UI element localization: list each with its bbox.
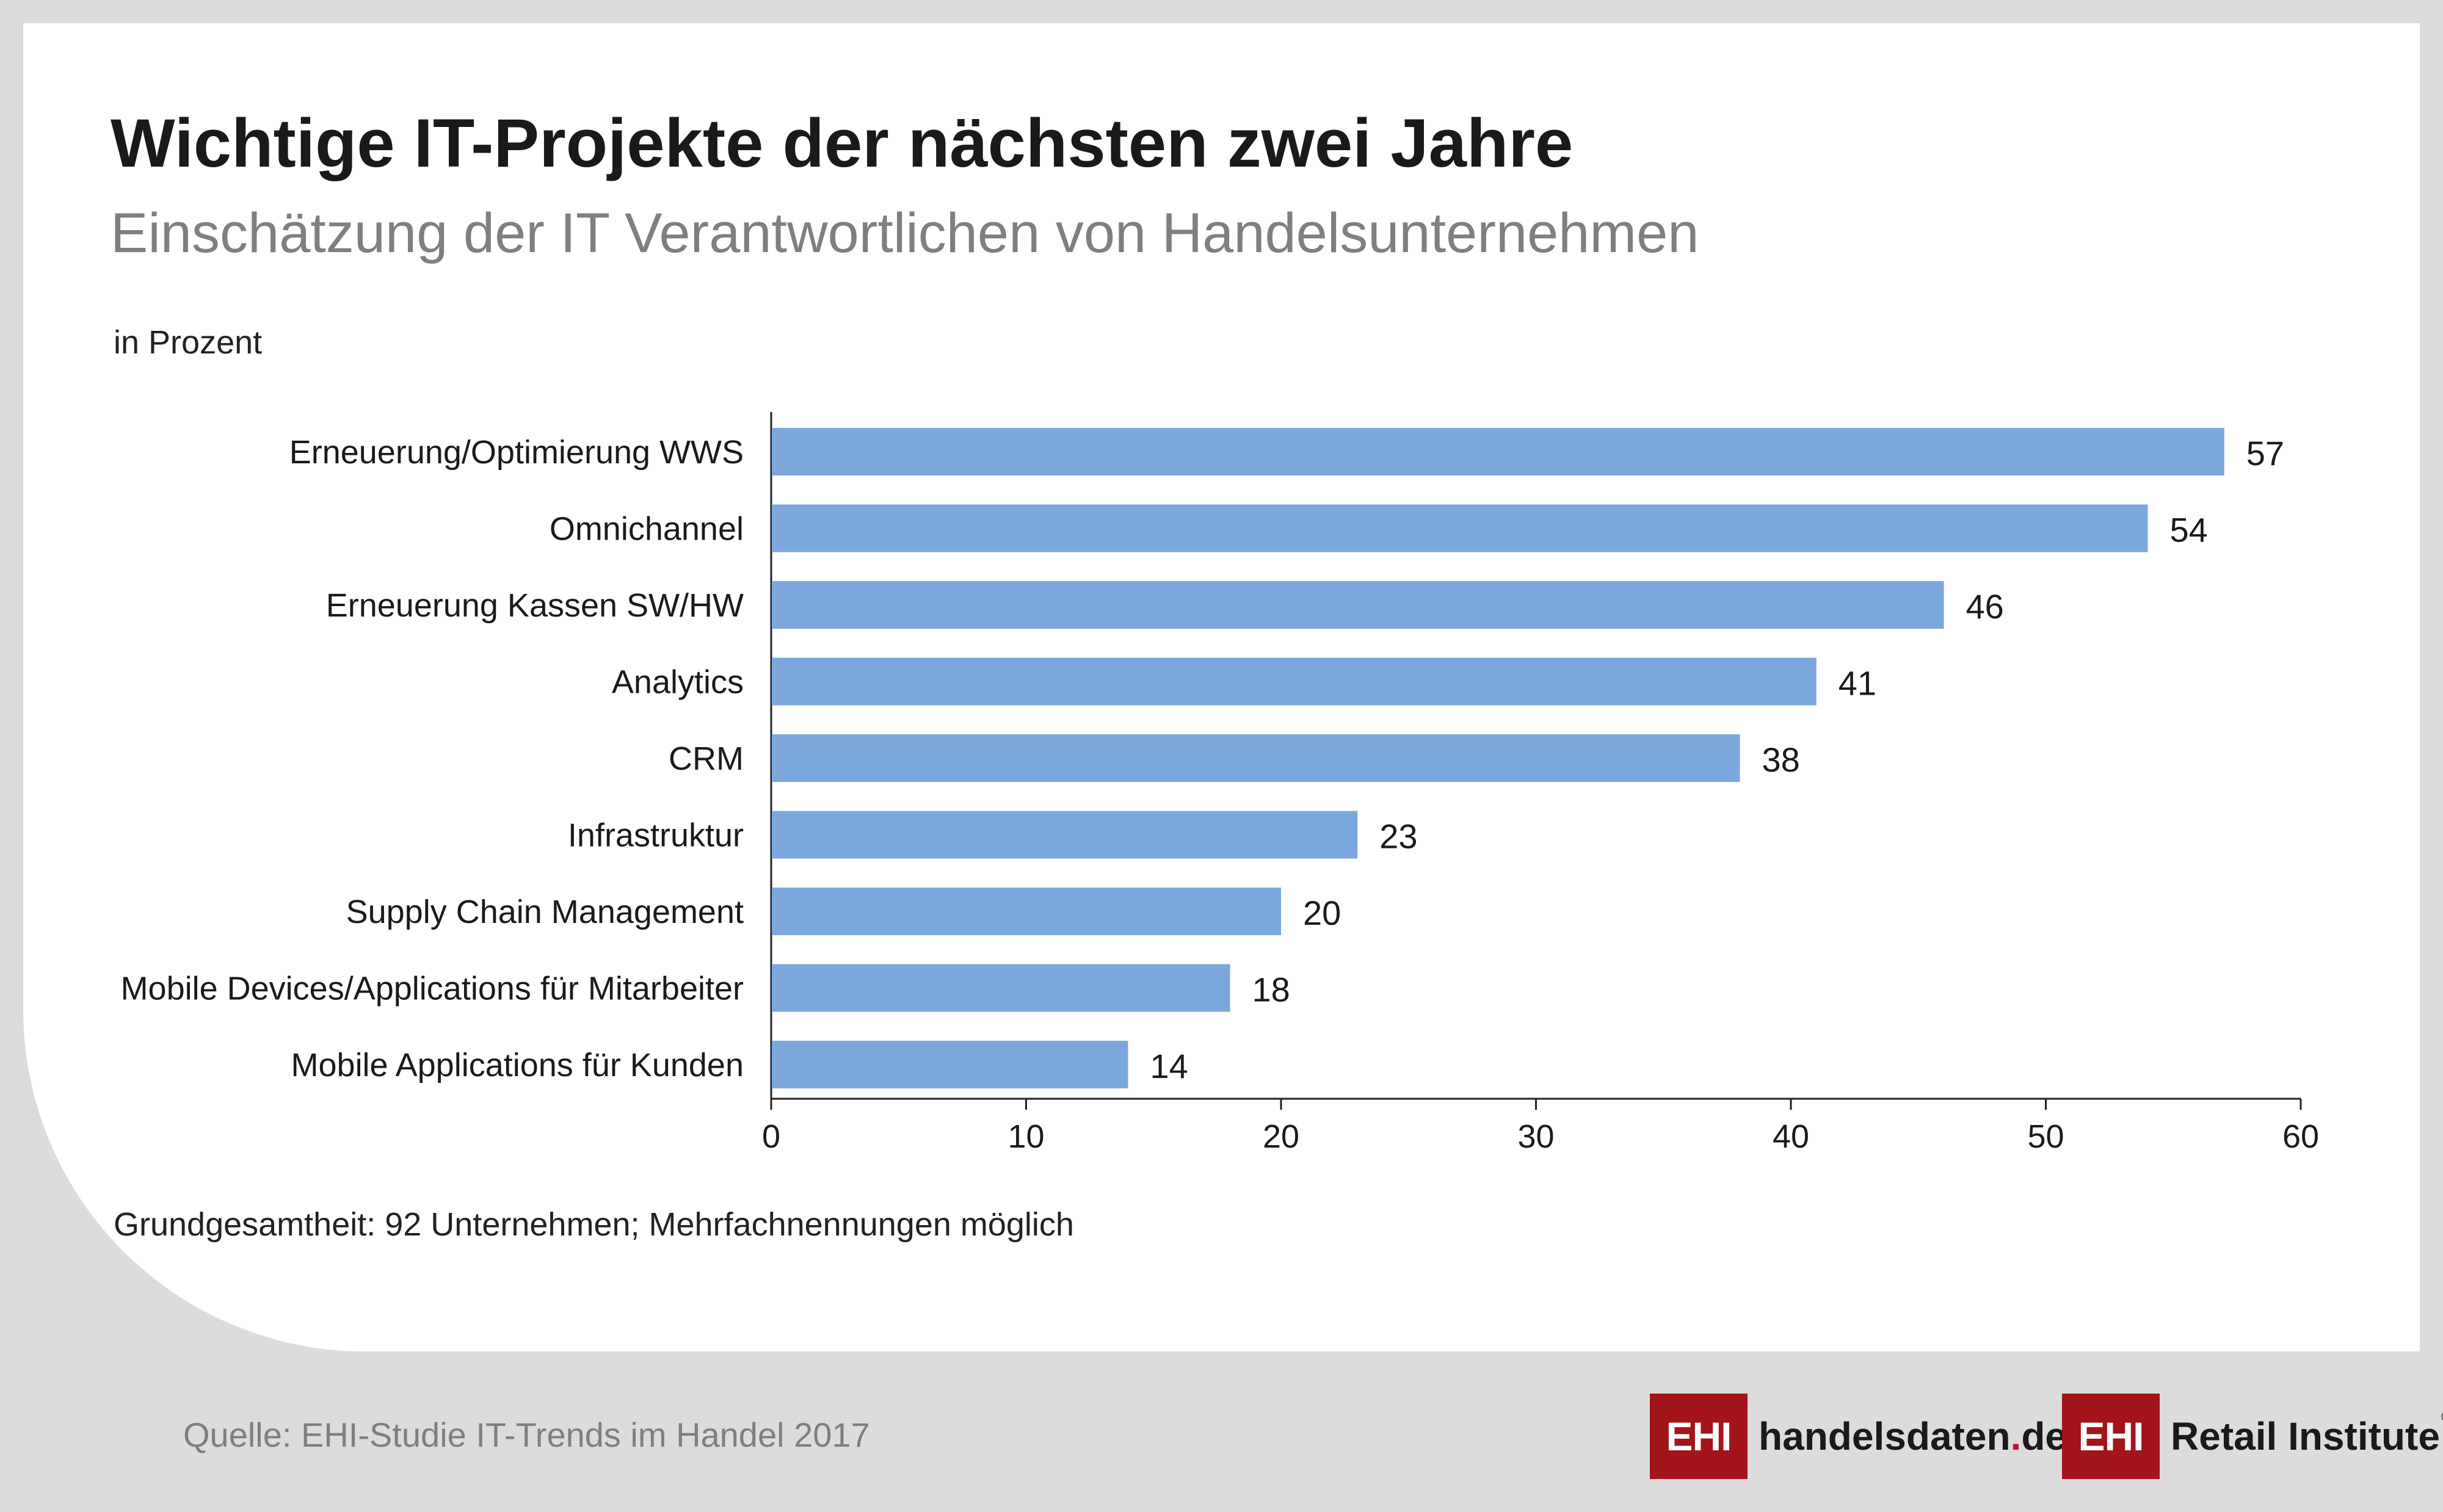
bar (772, 581, 1944, 629)
handelsdaten-logo-text: handelsdaten.de (1759, 1414, 2067, 1459)
handelsdaten-logo: EHI handelsdaten.de (1650, 1394, 2067, 1479)
chart-subtitle: Einschätzung der IT Verantwortlichen von… (111, 202, 1699, 264)
x-tick-label: 50 (2027, 1118, 2064, 1155)
logo-suffix: de (2021, 1414, 2067, 1458)
bar (772, 428, 2224, 476)
registered-mark: ® (2441, 1408, 2443, 1426)
x-tick-label: 20 (1263, 1118, 1299, 1155)
ehi-logo-box: EHI (2062, 1394, 2160, 1479)
base-note: Grundgesamtheit: 92 Unternehmen; Mehrfac… (114, 1206, 1074, 1243)
data-label: 57 (2246, 434, 2284, 472)
data-label: 14 (1150, 1047, 1188, 1085)
data-label: 54 (2170, 511, 2208, 549)
ehi-logo-box: EHI (1650, 1394, 1748, 1479)
data-label: 41 (1839, 664, 1876, 703)
retail-institute-logo: EHI Retail Institute® (2062, 1394, 2443, 1479)
retail-institute-logo-text: Retail Institute® (2171, 1408, 2443, 1459)
bar (772, 888, 1281, 935)
bar (772, 504, 2148, 552)
x-tick-label: 0 (762, 1118, 780, 1155)
category-label: Erneuerung/Optimierung WWS (289, 434, 744, 471)
unit-label: in Prozent (114, 324, 263, 361)
source-note: Quelle: EHI-Studie IT-Trends im Handel 2… (183, 1416, 870, 1454)
category-label: Mobile Devices/Applications für Mitarbei… (121, 971, 744, 1007)
logo-name: handelsdaten (1759, 1414, 2011, 1458)
bar (772, 964, 1230, 1012)
x-tick-label: 60 (2282, 1118, 2319, 1155)
data-label: 23 (1379, 817, 1417, 856)
category-label: Omnichannel (550, 511, 744, 548)
x-tick-label: 10 (1007, 1118, 1044, 1155)
chart-title: Wichtige IT-Projekte der nächsten zwei J… (111, 105, 1574, 181)
bar (772, 657, 1817, 706)
bar (772, 734, 1740, 782)
data-label: 18 (1252, 971, 1290, 1009)
category-label: CRM (669, 740, 744, 777)
bar (772, 811, 1358, 859)
x-tick-label: 30 (1517, 1118, 1554, 1155)
data-label: 38 (1762, 740, 1800, 779)
category-label: Mobile Applications für Kunden (291, 1047, 744, 1083)
x-tick-label: 40 (1773, 1118, 1809, 1155)
data-label: 46 (1966, 587, 2004, 626)
logo-dot: . (2010, 1414, 2022, 1458)
category-label: Infrastruktur (568, 817, 744, 854)
data-label: 20 (1303, 894, 1341, 932)
category-label: Supply Chain Management (346, 894, 744, 930)
category-label: Analytics (612, 664, 744, 701)
bar (772, 1041, 1128, 1088)
category-label: Erneuerung Kassen SW/HW (326, 587, 744, 624)
logo-name: Retail Institute (2171, 1414, 2440, 1458)
